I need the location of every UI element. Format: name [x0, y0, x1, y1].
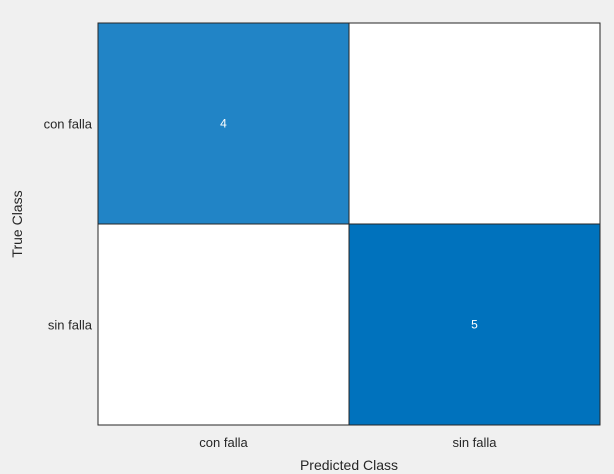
- cell-value-r0-c0: 4: [220, 117, 227, 131]
- x-tick-label: sin falla: [452, 435, 497, 450]
- cell-value-labels: 45: [220, 117, 478, 332]
- y-axis-label: True Class: [9, 190, 25, 257]
- y-tick-labels: con falla sin falla: [44, 117, 93, 333]
- matrix-cell-r1-c0: [97, 223, 350, 426]
- matrix-cell-r0-c0: [97, 22, 350, 225]
- matrix-cell-r0-c1: [348, 22, 601, 225]
- x-axis-label: Predicted Class: [300, 457, 398, 473]
- x-tick-labels: con falla sin falla: [199, 435, 497, 450]
- y-tick-label: sin falla: [48, 318, 93, 333]
- matrix-cell-r1-c1: [348, 223, 601, 426]
- matrix-cells: [97, 22, 601, 426]
- x-tick-label: con falla: [199, 435, 248, 450]
- plot-frame: [97, 22, 601, 426]
- cell-value-r1-c1: 5: [471, 318, 478, 332]
- y-tick-label: con falla: [44, 117, 93, 132]
